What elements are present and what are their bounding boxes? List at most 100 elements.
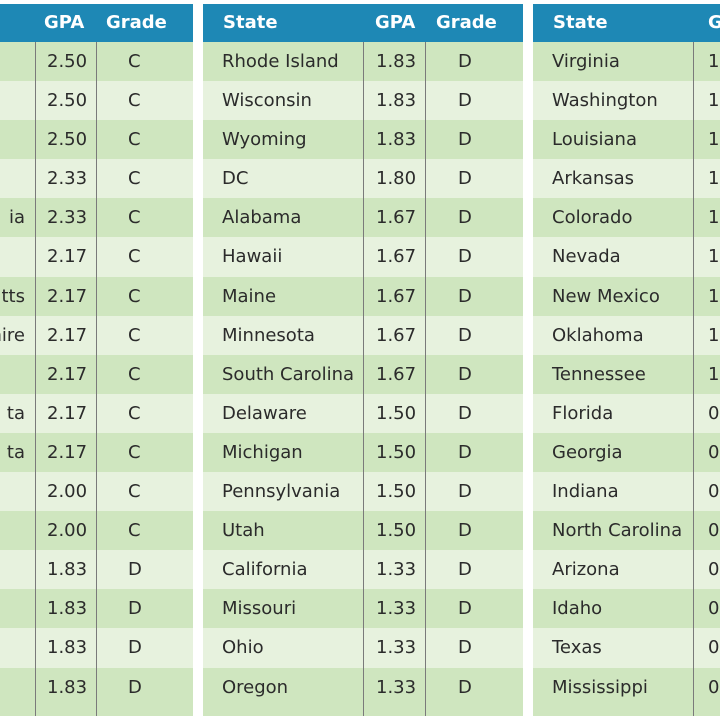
cell-gpa: 2.33 xyxy=(47,168,88,190)
cell-state: Florida xyxy=(552,402,614,424)
cell-grade: C xyxy=(128,168,141,190)
cell-state: Alabama xyxy=(222,207,302,229)
cell-grade: D xyxy=(458,363,472,385)
cell-state: Idaho xyxy=(552,598,603,620)
cell-gpa: 0. xyxy=(708,520,720,542)
table-header: State GPA Grade xyxy=(203,4,523,42)
cell-gpa: 1. xyxy=(708,246,720,268)
cell-gpa: 1.50 xyxy=(376,441,417,463)
table-row: Colorado 1. xyxy=(533,198,720,238)
cell-gpa: 0. xyxy=(708,441,720,463)
cell-state: South Carolina xyxy=(222,363,355,385)
cell-gpa: 1. xyxy=(708,207,720,229)
cell-grade: C xyxy=(128,520,141,542)
cell-gpa: 1.83 xyxy=(376,90,417,112)
table-row: North Carolina 0. xyxy=(533,511,720,551)
cell-gpa: 2.50 xyxy=(47,90,88,112)
cell-state: Washington xyxy=(552,90,658,112)
cell-state: hire xyxy=(0,324,25,346)
table-row: Virginia 1. xyxy=(533,42,720,82)
cell-state: Louisiana xyxy=(552,129,637,151)
header-grade: Grade xyxy=(436,12,497,33)
cell-gpa: 2.17 xyxy=(47,285,88,307)
column-divider xyxy=(96,42,97,716)
cell-grade: D xyxy=(458,559,472,581)
column-divider xyxy=(35,42,36,716)
cell-gpa: 2.17 xyxy=(47,324,88,346)
cell-state: Maine xyxy=(222,285,277,307)
header-grade: Grade xyxy=(106,12,167,33)
cell-gpa: 2.00 xyxy=(47,520,88,542)
cell-gpa: 1.67 xyxy=(376,246,417,268)
cell-gpa: 1.33 xyxy=(376,598,417,620)
cell-gpa: 1.83 xyxy=(47,559,88,581)
table-header: GPA Grade xyxy=(0,4,193,42)
cell-state: Wyoming xyxy=(222,129,307,151)
cell-state: Ohio xyxy=(222,637,264,659)
cell-state: Colorado xyxy=(552,207,633,229)
column-divider xyxy=(425,42,426,716)
table-row: Oklahoma 1. xyxy=(533,315,720,355)
cell-state: Minnesota xyxy=(222,324,315,346)
cell-gpa: 1. xyxy=(708,324,720,346)
cell-gpa: 2.17 xyxy=(47,402,88,424)
cell-grade: D xyxy=(458,637,472,659)
header-gpa: GPA xyxy=(708,12,720,33)
cell-gpa: 1.80 xyxy=(376,168,417,190)
cell-gpa: 1. xyxy=(708,129,720,151)
cell-gpa: 2.17 xyxy=(47,363,88,385)
cell-gpa: 1.67 xyxy=(376,207,417,229)
cell-gpa: 1.83 xyxy=(47,676,88,698)
table-row: Georgia 0. xyxy=(533,432,720,473)
cell-grade: D xyxy=(128,676,142,698)
table-row: Texas 0. xyxy=(533,628,720,668)
column-divider xyxy=(363,42,364,716)
cell-grade: D xyxy=(458,285,472,307)
cell-gpa: 1.33 xyxy=(376,559,417,581)
cell-grade: C xyxy=(128,207,141,229)
cell-grade: C xyxy=(128,441,141,463)
cell-state: Hawaii xyxy=(222,246,283,268)
cell-grade: D xyxy=(128,637,142,659)
cell-state: ta xyxy=(6,402,25,424)
cell-gpa: 1.67 xyxy=(376,285,417,307)
cell-grade: D xyxy=(458,51,472,72)
table-row: Florida 0. xyxy=(533,393,720,433)
header-state: State xyxy=(553,12,608,33)
cell-grade: C xyxy=(128,363,141,385)
cell-grade: D xyxy=(458,598,472,620)
cell-state: Arkansas xyxy=(552,168,635,190)
cell-grade: D xyxy=(458,324,472,346)
grade-table-3: State GPA Virginia1.Washington1.Louisian… xyxy=(533,4,720,716)
cell-grade: C xyxy=(128,246,141,268)
cell-grade: D xyxy=(458,246,472,268)
table-row: Arizona 0. xyxy=(533,550,720,590)
cell-grade: D xyxy=(128,559,142,581)
table-row: Louisiana 1. xyxy=(533,120,720,160)
table-row: New Mexico 1. xyxy=(533,276,720,316)
cell-grade: D xyxy=(458,441,472,463)
cell-gpa: 1.67 xyxy=(376,324,417,346)
cell-grade: C xyxy=(128,90,141,112)
cell-grade: C xyxy=(128,285,141,307)
cell-state: Rhode Island xyxy=(222,51,339,72)
cell-state: Pennsylvania xyxy=(222,481,341,503)
cell-gpa: 1. xyxy=(708,51,720,72)
table-row: Mississippi 0. xyxy=(533,667,720,707)
header-gpa: GPA xyxy=(44,12,85,33)
cell-gpa: 0. xyxy=(708,402,720,424)
cell-state: Arizona xyxy=(552,559,620,581)
cell-gpa: 2.33 xyxy=(47,207,88,229)
cell-gpa: 1.83 xyxy=(47,598,88,620)
cell-gpa: 1.67 xyxy=(376,363,417,385)
cell-state: Oklahoma xyxy=(552,324,644,346)
cell-gpa: 2.17 xyxy=(47,246,88,268)
cell-state: Missouri xyxy=(222,598,297,620)
cell-gpa: 1.83 xyxy=(376,129,417,151)
cell-state: Mississippi xyxy=(552,676,648,698)
cell-state: Oregon xyxy=(222,676,289,698)
cell-state: New Mexico xyxy=(552,285,660,307)
header-state: State xyxy=(223,12,278,33)
